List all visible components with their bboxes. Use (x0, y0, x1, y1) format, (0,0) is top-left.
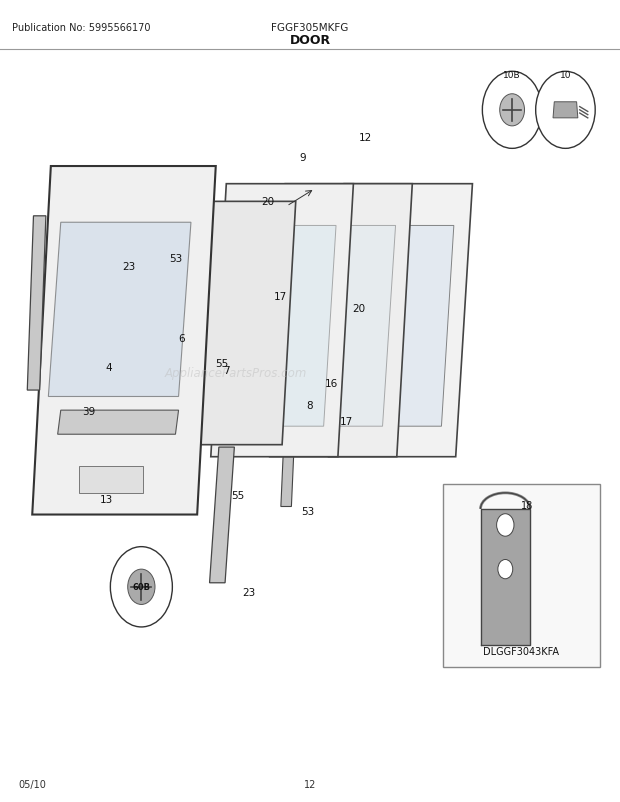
Polygon shape (270, 184, 412, 457)
Text: 10: 10 (560, 71, 571, 80)
Text: 13: 13 (100, 495, 113, 504)
Text: 6: 6 (179, 334, 185, 343)
Text: 18: 18 (521, 500, 533, 510)
Text: AppliancePartsPros.com: AppliancePartsPros.com (164, 367, 307, 379)
Text: 12: 12 (359, 133, 373, 143)
Text: 8: 8 (307, 400, 313, 410)
Polygon shape (153, 202, 172, 395)
Polygon shape (287, 226, 396, 427)
Polygon shape (210, 448, 234, 583)
Polygon shape (281, 311, 300, 507)
Text: 4: 4 (105, 363, 112, 372)
Text: 39: 39 (82, 407, 95, 416)
Polygon shape (346, 226, 454, 427)
Text: DLGGF3043KFA: DLGGF3043KFA (483, 646, 559, 656)
Text: 20: 20 (352, 304, 365, 314)
Text: 60B: 60B (132, 582, 151, 592)
Polygon shape (32, 167, 216, 515)
Polygon shape (329, 184, 472, 457)
Polygon shape (228, 226, 336, 427)
Polygon shape (553, 103, 578, 119)
Text: 10B: 10B (503, 71, 521, 80)
Text: DOOR: DOOR (290, 34, 330, 47)
FancyBboxPatch shape (79, 466, 143, 493)
Text: 17: 17 (273, 292, 287, 302)
Polygon shape (27, 217, 46, 391)
Text: 53: 53 (301, 506, 315, 516)
Text: 05/10: 05/10 (19, 780, 46, 789)
Text: 23: 23 (242, 587, 256, 597)
Text: 7: 7 (223, 366, 229, 375)
Text: 55: 55 (231, 491, 244, 500)
Circle shape (497, 514, 514, 537)
Polygon shape (172, 202, 296, 445)
Circle shape (482, 72, 542, 149)
Polygon shape (48, 223, 191, 397)
FancyBboxPatch shape (443, 484, 600, 667)
Text: 20: 20 (261, 197, 275, 207)
Circle shape (498, 560, 513, 579)
Text: 9: 9 (299, 153, 306, 163)
Circle shape (128, 569, 155, 605)
Text: Publication No: 5995566170: Publication No: 5995566170 (12, 23, 151, 33)
Polygon shape (480, 509, 530, 646)
Text: 53: 53 (169, 253, 183, 263)
Text: 12: 12 (304, 780, 316, 789)
Circle shape (110, 547, 172, 627)
Text: 17: 17 (339, 416, 353, 426)
Text: 55: 55 (215, 358, 229, 368)
Text: FGGF305MKFG: FGGF305MKFG (272, 23, 348, 33)
Text: 16: 16 (325, 379, 339, 388)
Text: 23: 23 (122, 261, 136, 271)
Polygon shape (211, 184, 353, 457)
Circle shape (536, 72, 595, 149)
Circle shape (500, 95, 525, 127)
Polygon shape (58, 411, 179, 435)
